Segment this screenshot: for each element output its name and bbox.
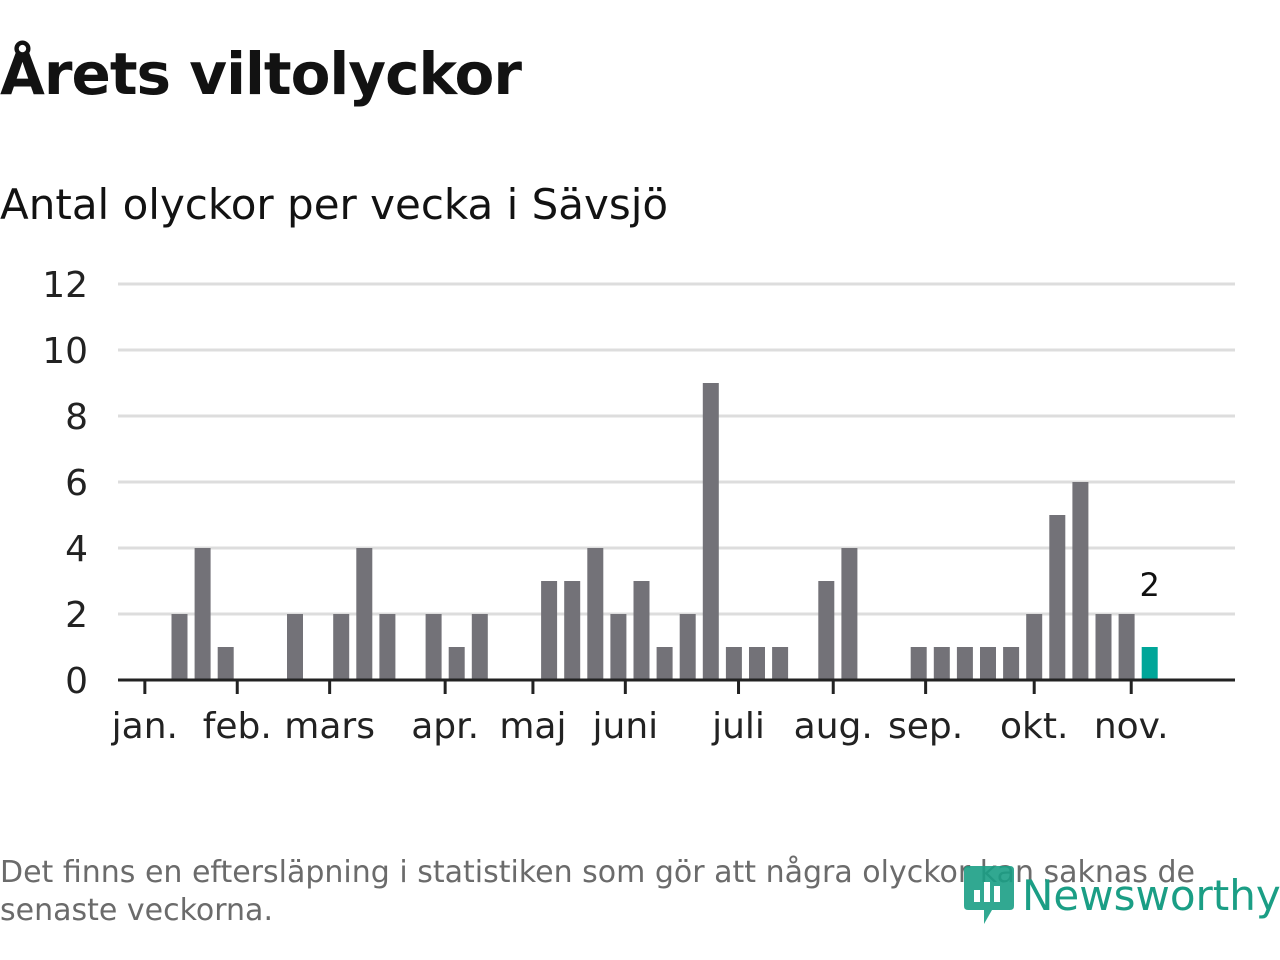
bar bbox=[425, 614, 442, 680]
bar bbox=[171, 614, 188, 680]
bar bbox=[217, 647, 234, 680]
bar bbox=[749, 647, 765, 680]
x-axis-ticks: jan. feb. mars apr. maj juni juli aug. sep. okt. n… bbox=[111, 680, 1169, 747]
brand-name: Newsworthy bbox=[1022, 870, 1280, 920]
bar bbox=[656, 647, 673, 680]
x-tick-label: jan. bbox=[111, 706, 178, 747]
x-tick-label: juli bbox=[711, 706, 765, 747]
bar-chart: 0 2 4 6 8 10 12 jan. feb. mars apr. maj juni juli aug… bbox=[42, 265, 1235, 747]
x-tick-label: juni bbox=[592, 706, 659, 747]
chart-subtitle: Antal olyckor per vecka i Sävsjö bbox=[0, 180, 669, 229]
chart-bubble-icon bbox=[964, 866, 1014, 924]
bar bbox=[587, 548, 604, 680]
bar bbox=[1118, 614, 1135, 680]
bar bbox=[379, 614, 396, 680]
bar bbox=[333, 614, 350, 680]
bar bbox=[356, 548, 373, 680]
bar bbox=[633, 581, 650, 680]
bars bbox=[171, 383, 1158, 680]
bar bbox=[1049, 515, 1066, 680]
bar bbox=[772, 647, 789, 680]
bar bbox=[287, 614, 303, 680]
y-tick-label: 0 bbox=[65, 661, 88, 702]
bar bbox=[933, 647, 950, 680]
bar-current-week bbox=[1141, 647, 1158, 680]
bar bbox=[448, 647, 465, 680]
bar bbox=[564, 581, 581, 680]
x-tick-label: okt. bbox=[1000, 706, 1068, 747]
last-value-label: 2 bbox=[1140, 566, 1160, 604]
bar bbox=[610, 614, 627, 680]
x-tick-label: feb. bbox=[203, 706, 272, 747]
bar bbox=[725, 647, 742, 680]
y-tick-label: 4 bbox=[65, 529, 88, 570]
y-tick-label: 6 bbox=[65, 463, 88, 504]
bar bbox=[702, 383, 719, 680]
y-tick-label: 2 bbox=[65, 595, 88, 636]
bar bbox=[1072, 482, 1089, 680]
bar bbox=[679, 614, 696, 680]
gridlines bbox=[118, 282, 1235, 616]
bar bbox=[471, 614, 488, 680]
newsworthy-logo: Newsworthy bbox=[962, 862, 1280, 928]
y-tick-label: 8 bbox=[65, 397, 88, 438]
bar bbox=[841, 548, 858, 680]
chart-title: Årets viltolyckor bbox=[0, 40, 522, 108]
y-axis-ticks: 0 2 4 6 8 10 12 bbox=[42, 265, 88, 702]
y-tick-label: 12 bbox=[42, 265, 88, 306]
bar bbox=[818, 581, 835, 680]
bar bbox=[956, 647, 973, 680]
y-tick-label: 10 bbox=[42, 331, 88, 372]
bar bbox=[1003, 647, 1020, 680]
x-tick-label: apr. bbox=[411, 706, 479, 747]
bar bbox=[541, 581, 558, 680]
x-tick-label: nov. bbox=[1094, 706, 1169, 747]
x-tick-label: mars bbox=[284, 706, 375, 747]
bar bbox=[194, 548, 211, 680]
bar bbox=[1095, 614, 1112, 680]
x-tick-label: maj bbox=[499, 706, 566, 747]
x-tick-label: sep. bbox=[888, 706, 963, 747]
bar bbox=[980, 647, 996, 680]
bar bbox=[910, 647, 927, 680]
bar bbox=[1026, 614, 1043, 680]
x-tick-label: aug. bbox=[794, 706, 873, 747]
